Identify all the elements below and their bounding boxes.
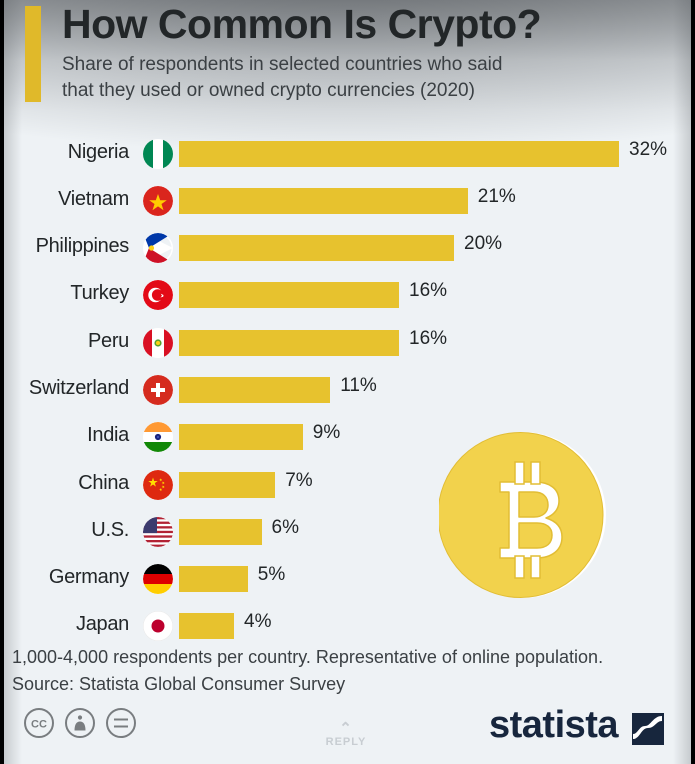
svg-text:CC: CC xyxy=(31,719,47,731)
